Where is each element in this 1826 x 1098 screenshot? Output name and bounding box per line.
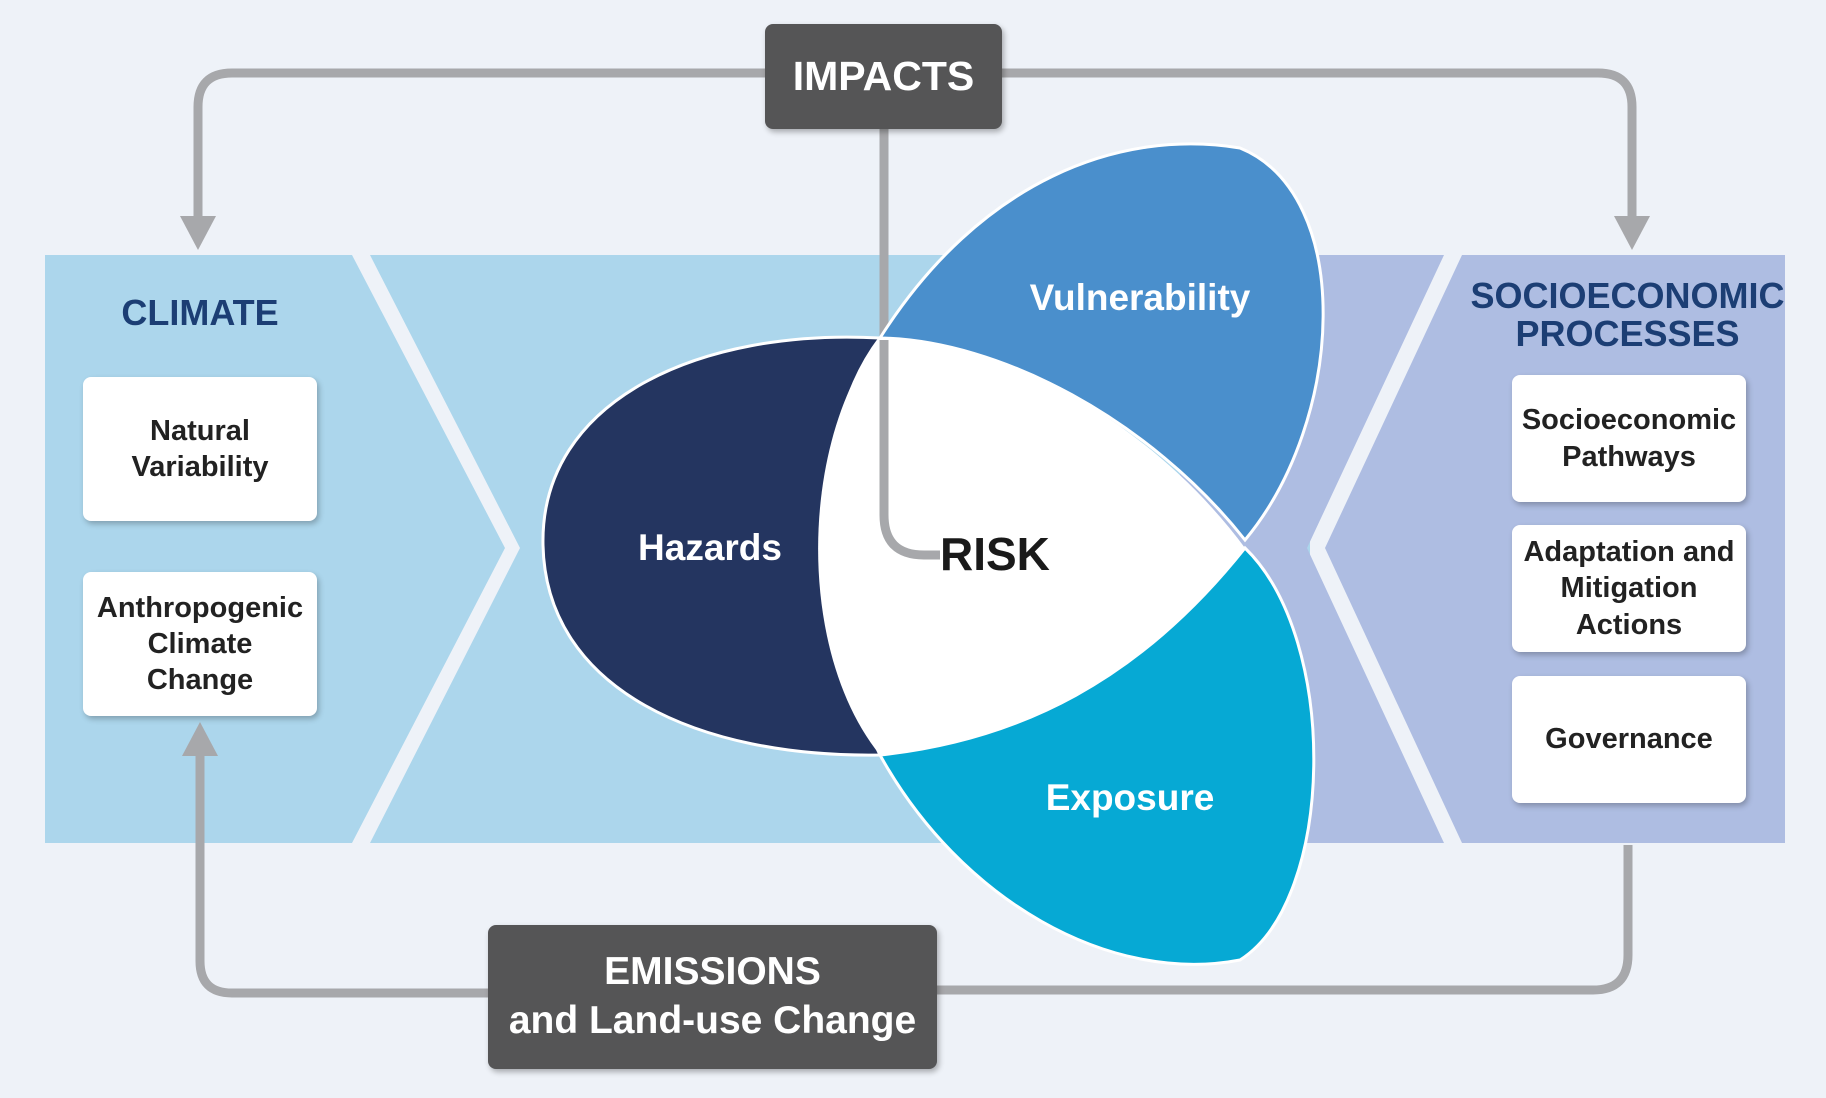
impacts-to-risk-line-overlay (879, 340, 940, 560)
emissions-subtitle: and Land-use Change (508, 999, 917, 1042)
arrowhead-socio (1614, 216, 1650, 250)
socioeconomic-title: SOCIOECONOMIC PROCESSES (1471, 272, 1785, 357)
impacts-to-socio-line (995, 68, 1637, 220)
emissions-title: EMISSIONS (604, 950, 821, 994)
climate-title: CLIMATE (121, 292, 279, 333)
socioeconomic-pathways-card: Socioeconomic Pathways (1512, 375, 1746, 502)
adaptation-mitigation-card: Adaptation and Mitigation Actions (1512, 525, 1746, 652)
emissions-box: EMISSIONS and Land-use Change (488, 925, 937, 1069)
risk-label: RISK (940, 528, 1050, 581)
arrowhead-climate (180, 216, 216, 250)
impacts-box: IMPACTS (765, 24, 1002, 129)
arrowhead-anthropogenic (182, 722, 218, 756)
socioeconomic-title-line2: PROCESSES (1515, 312, 1740, 354)
socio-to-emissions-line (935, 845, 1633, 995)
socioeconomic-title-line1: SOCIOECONOMIC (1470, 274, 1785, 316)
impacts-to-climate-line (193, 68, 765, 220)
vulnerability-shape (877, 142, 1325, 543)
natural-variability-card: Natural Variability (83, 377, 317, 521)
risk-center-shape (818, 338, 1245, 755)
emissions-to-climate-line (195, 752, 488, 998)
impacts-label: IMPACTS (792, 52, 975, 99)
vulnerability-label: Vulnerability (1029, 276, 1251, 318)
anthropogenic-climate-change-card: Anthropogenic Climate Change (83, 572, 317, 716)
exposure-label: Exposure (1045, 776, 1215, 818)
governance-card: Governance (1512, 676, 1746, 803)
hazards-label: Hazards (638, 526, 782, 568)
